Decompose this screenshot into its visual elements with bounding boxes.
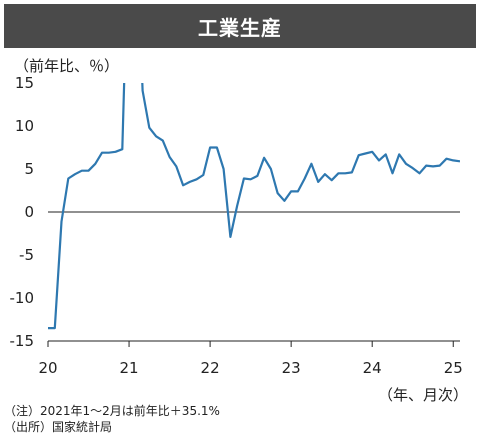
x-tick-label: 23 bbox=[282, 359, 301, 377]
y-tick-label: -10 bbox=[10, 289, 35, 307]
chart-title: 工業生産 bbox=[198, 15, 282, 40]
y-tick-label: 0 bbox=[24, 203, 34, 221]
x-tick-label: 25 bbox=[444, 359, 463, 377]
x-axis-unit-label: （年、月次） bbox=[377, 386, 468, 404]
x-axis-ticks: 20 21 22 23 24 25 bbox=[38, 341, 463, 377]
x-tick-label: 24 bbox=[363, 359, 382, 377]
y-axis-unit-label: （前年比、％） bbox=[14, 57, 120, 75]
series-line-industrial-production bbox=[48, 83, 460, 330]
line-chart: 15 10 5 0 -5 -10 -15 20 21 22 23 24 25 bbox=[10, 74, 463, 377]
x-tick-label: 21 bbox=[120, 359, 139, 377]
y-tick-label: -15 bbox=[10, 332, 35, 350]
y-axis-ticks: 15 10 5 0 -5 -10 -15 bbox=[10, 74, 35, 350]
y-tick-label: -5 bbox=[19, 246, 34, 264]
y-tick-label: 10 bbox=[15, 117, 34, 135]
chart-title-bar: 工業生産 bbox=[4, 4, 476, 48]
y-tick-label: 5 bbox=[24, 160, 34, 178]
source-note: （出所）国家統計局 bbox=[4, 420, 113, 434]
y-tick-label: 15 bbox=[15, 74, 34, 92]
x-tick-label: 22 bbox=[201, 359, 220, 377]
footnote: （注）2021年1～2月は前年比＋35.1% bbox=[4, 404, 220, 418]
x-tick-label: 20 bbox=[38, 359, 57, 377]
